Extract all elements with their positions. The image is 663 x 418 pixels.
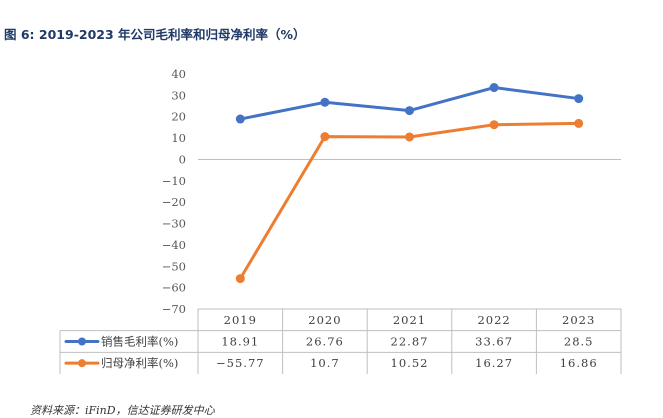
legend-series-name: 归母净利率(%) bbox=[101, 356, 178, 370]
data-point bbox=[235, 114, 245, 124]
y-tick-label: −40 bbox=[162, 238, 186, 252]
data-table-cell: 16.27 bbox=[475, 356, 513, 370]
data-table-cell: 22.87 bbox=[391, 335, 429, 349]
y-tick-label: 40 bbox=[171, 67, 186, 81]
data-table-cell: 28.5 bbox=[564, 335, 594, 349]
x-tick-label: 2022 bbox=[477, 313, 510, 327]
legend-marker-key bbox=[78, 359, 86, 368]
figure-title: 图 6: 2019-2023 年公司毛利率和归母净利率（%） bbox=[4, 27, 306, 42]
data-table: 2019 2020 2021 2022 2023 销售毛利率(%) 18.91 26.76 22… bbox=[59, 308, 622, 374]
plot-area bbox=[235, 83, 584, 284]
y-axis: 40 30 20 10 0 −10 −20 −30 −40 −50 −60 −70 bbox=[162, 67, 621, 316]
data-point bbox=[574, 118, 584, 128]
y-tick-label: −70 bbox=[162, 302, 186, 316]
data-point bbox=[489, 120, 499, 130]
x-tick-label: 2020 bbox=[308, 313, 341, 327]
y-tick-label: 20 bbox=[171, 110, 186, 124]
data-table-cell: 18.91 bbox=[221, 335, 259, 349]
data-table-cell: 26.76 bbox=[306, 335, 344, 349]
y-tick-label: −60 bbox=[162, 281, 186, 295]
source-note: 资料来源：iFinD，信达证券研发中心 bbox=[30, 404, 215, 417]
data-point bbox=[405, 132, 414, 142]
data-point bbox=[574, 94, 584, 104]
data-table-cell: 10.7 bbox=[310, 356, 340, 370]
data-point bbox=[235, 274, 245, 284]
y-tick-label: −30 bbox=[162, 217, 186, 231]
y-tick-label: 0 bbox=[179, 152, 186, 166]
x-tick-label: 2023 bbox=[562, 313, 595, 327]
data-point bbox=[489, 83, 499, 93]
data-table-cell: 33.67 bbox=[475, 335, 513, 349]
legend-series-name: 销售毛利率(%) bbox=[101, 335, 178, 349]
data-point bbox=[405, 106, 414, 116]
series-line bbox=[238, 121, 581, 281]
data-table-cell: 10.52 bbox=[391, 356, 429, 370]
y-tick-label: −20 bbox=[162, 195, 186, 209]
legend-marker-key bbox=[78, 337, 86, 346]
data-point bbox=[320, 97, 330, 107]
x-tick-label: 2019 bbox=[224, 313, 257, 327]
data-table-cell: −55.77 bbox=[216, 356, 265, 370]
data-point bbox=[320, 132, 330, 142]
y-tick-label: 10 bbox=[171, 131, 186, 145]
data-table-cell: 16.86 bbox=[560, 356, 598, 370]
x-tick-label: 2021 bbox=[393, 313, 426, 327]
y-tick-label: −50 bbox=[162, 259, 186, 273]
y-tick-label: −10 bbox=[162, 174, 186, 188]
y-tick-label: 30 bbox=[171, 88, 186, 102]
